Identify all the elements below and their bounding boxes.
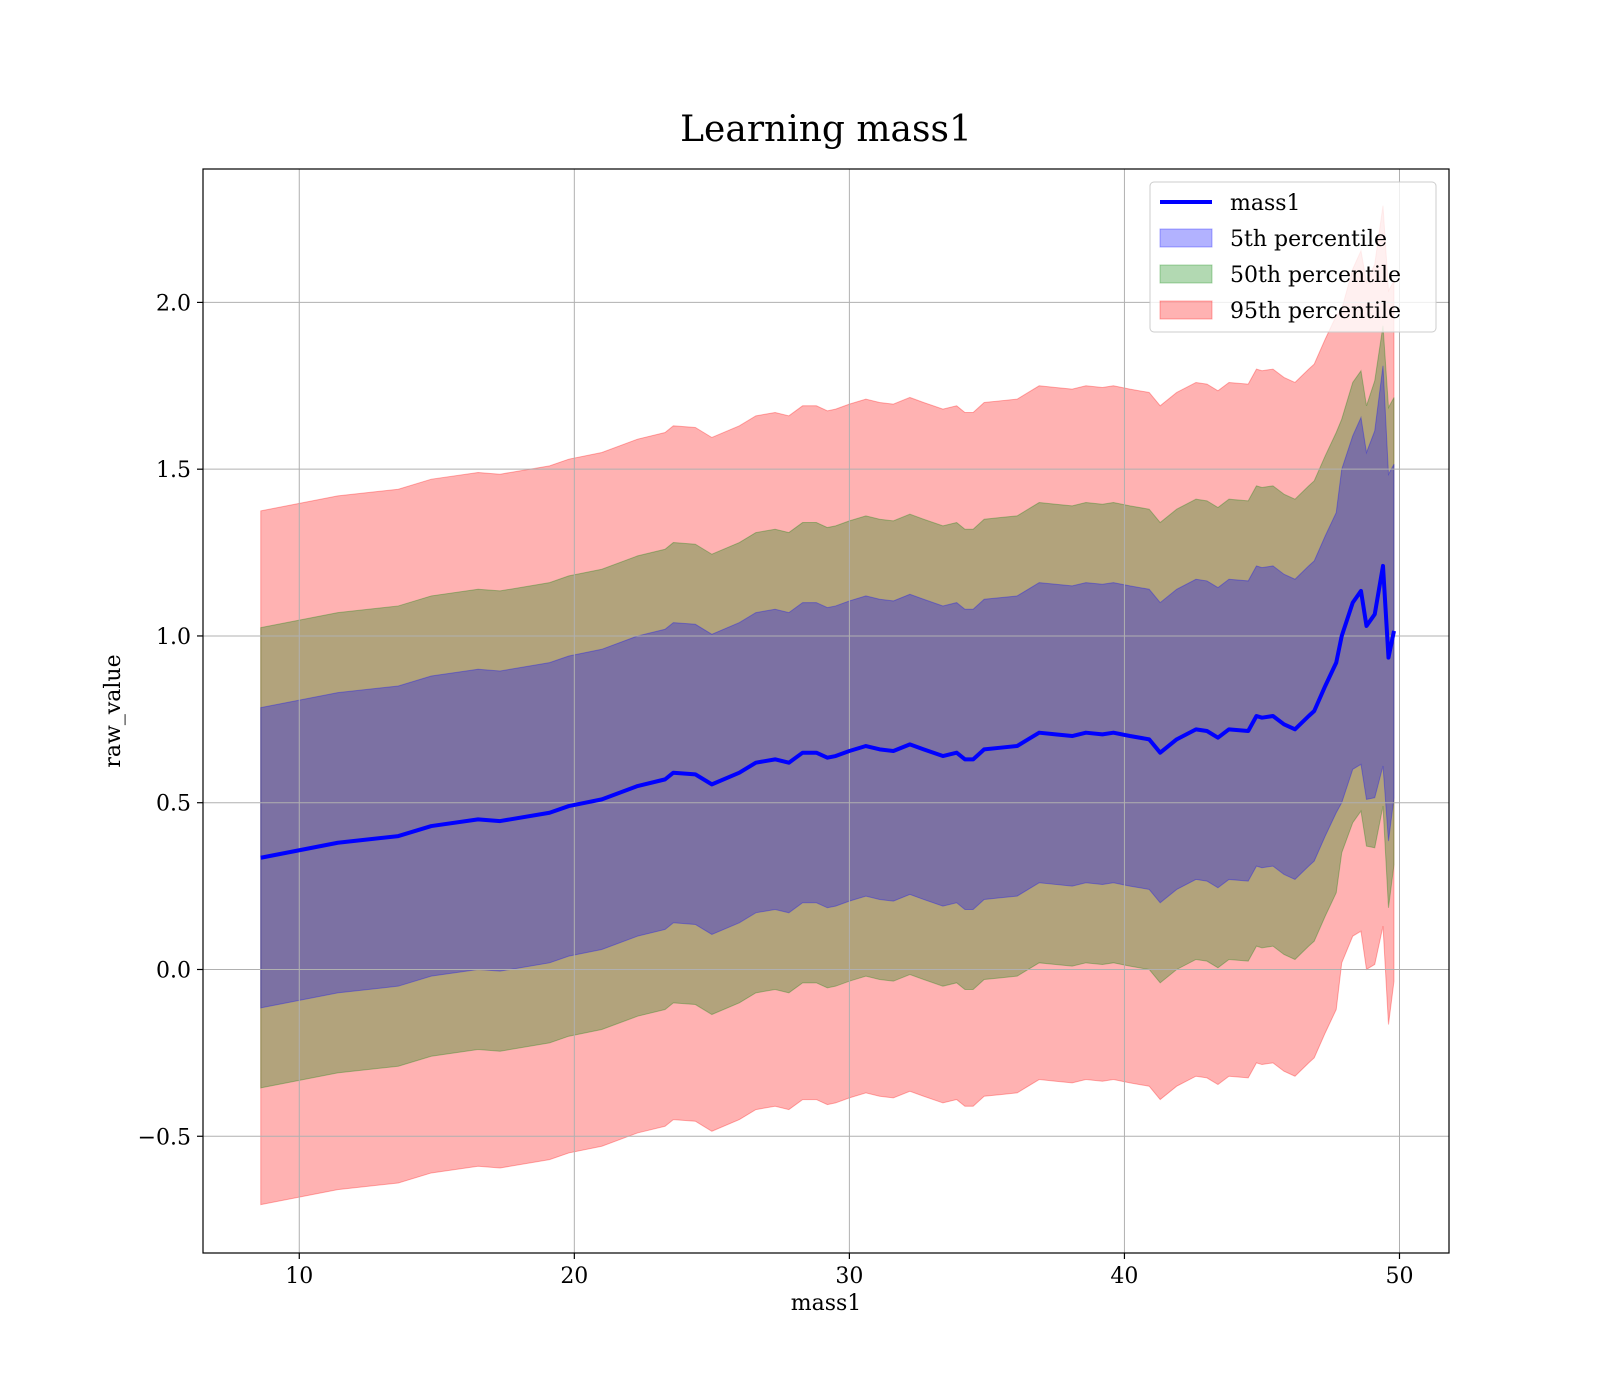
- legend-box: [1149, 181, 1437, 333]
- plot-frame: [202, 168, 1450, 1254]
- percentile-bands: [260, 205, 1395, 1206]
- legend: mass1 5th percentile 50th percentile 95th p…: [1149, 181, 1437, 333]
- legend-label-1: 5th percentile: [1230, 227, 1387, 252]
- x-tick-label-0: 10: [285, 1264, 313, 1289]
- x-tick-label-1: 20: [560, 1264, 588, 1289]
- band-95th-percentile: [260, 205, 1395, 1206]
- axis-ticks: 10 20 30 40 50 −0.5 0.0 0.5 1.0 1.5 2.0: [138, 291, 1414, 1289]
- legend-label-2: 50th percentile: [1230, 263, 1401, 288]
- grid: [203, 169, 1449, 1253]
- y-tick-label-1: 0.0: [156, 958, 191, 983]
- legend-swatch-1: [1159, 228, 1213, 248]
- series-lines: [260, 563, 1396, 860]
- x-tick-label-4: 50: [1385, 1264, 1413, 1289]
- y-tick-label-5: 2.0: [156, 291, 191, 316]
- y-tick-label-0: −0.5: [138, 1125, 191, 1150]
- x-tick-label-3: 40: [1110, 1264, 1138, 1289]
- band-50th-percentile: [260, 325, 1395, 1089]
- band-5th-percentile: [260, 365, 1395, 1009]
- y-axis-label: raw_value: [101, 654, 126, 767]
- chart-title: Learning mass1: [680, 109, 972, 150]
- legend-swatch-3: [1159, 300, 1213, 320]
- x-axis-label: mass1: [791, 1291, 862, 1316]
- y-tick-label-2: 0.5: [156, 792, 191, 817]
- legend-swatch-2: [1159, 264, 1213, 284]
- legend-label-3: 95th percentile: [1230, 299, 1401, 324]
- x-tick-label-2: 30: [835, 1264, 863, 1289]
- y-tick-label-4: 1.5: [156, 458, 191, 483]
- legend-label-0: mass1: [1230, 191, 1301, 216]
- y-tick-label-3: 1.0: [156, 625, 191, 650]
- series-line-mass1: [260, 563, 1396, 860]
